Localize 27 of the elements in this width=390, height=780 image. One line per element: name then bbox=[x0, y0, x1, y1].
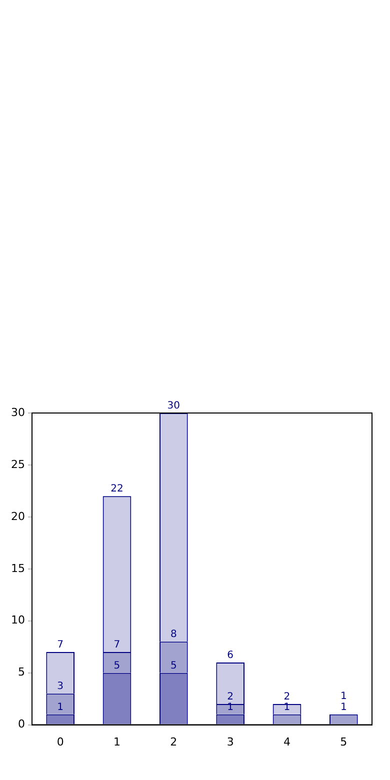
annotation: 5 bbox=[170, 660, 177, 672]
annotation: 2 bbox=[227, 692, 234, 703]
annotation: 1 bbox=[340, 702, 347, 713]
annotation: 8 bbox=[170, 629, 177, 640]
y-tick-label: 25 bbox=[10, 458, 25, 471]
annotation: 3 bbox=[57, 681, 64, 692]
annotation: 6 bbox=[227, 650, 234, 662]
annotation: 30 bbox=[167, 400, 180, 412]
annotation: 7 bbox=[114, 640, 120, 651]
x-tick-label: 2 bbox=[170, 735, 178, 748]
x-tick-label: 5 bbox=[340, 735, 348, 748]
y-tick-label: 0 bbox=[18, 718, 25, 731]
annotation: 7 bbox=[57, 640, 64, 651]
annotation: 22 bbox=[110, 484, 124, 495]
y-tick-label: 20 bbox=[10, 510, 25, 523]
annotation: 5 bbox=[114, 660, 120, 672]
y-tick-label: 5 bbox=[18, 666, 25, 679]
annotation: 1 bbox=[57, 702, 64, 713]
annotation: 1 bbox=[340, 691, 347, 702]
x-tick-label: 1 bbox=[114, 735, 120, 748]
x-tick-label: 3 bbox=[226, 735, 234, 748]
y-tick-label: 10 bbox=[10, 614, 25, 627]
y-tick-label: 15 bbox=[10, 562, 25, 575]
x-tick-label: 4 bbox=[284, 735, 290, 748]
annotation: 2 bbox=[284, 692, 290, 703]
x-tick-label: 0 bbox=[56, 735, 64, 748]
y-tick-label: 30 bbox=[10, 406, 25, 419]
